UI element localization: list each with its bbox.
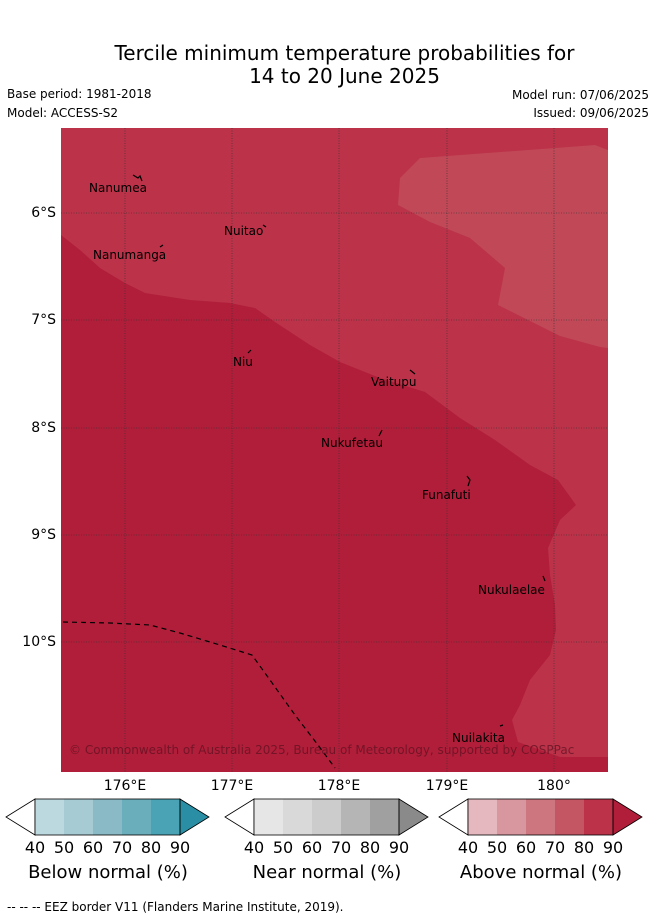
colorbar-swatch xyxy=(341,799,370,835)
colorbar-swatch xyxy=(122,799,151,835)
place-label: Nuitao xyxy=(224,224,263,238)
colorbar-tick: 80 xyxy=(573,838,595,857)
colorbar-swatch xyxy=(93,799,122,835)
model-run-text: Model run: 07/06/2025 xyxy=(511,88,649,102)
place-label: Nuilakita xyxy=(452,731,505,745)
island-nanumanga xyxy=(159,244,164,248)
lat-label-8s: 8°S xyxy=(31,420,56,436)
island-nanumea xyxy=(132,174,143,182)
lon-label-177e: 177°E xyxy=(210,778,254,794)
place-label: Niu xyxy=(233,355,253,369)
colorbar-swatch xyxy=(526,799,555,835)
base-period-text: Base period: 1981-2018 xyxy=(7,87,152,101)
island-outlines xyxy=(132,174,546,727)
below-normal-label: Below normal (%) xyxy=(28,862,188,883)
colorbar-swatch xyxy=(64,799,93,835)
island-funafuti xyxy=(466,475,471,487)
colorbar-frame xyxy=(467,798,614,836)
above-80-zone xyxy=(61,128,608,757)
issued-text: Issued: 09/06/2025 xyxy=(533,106,649,120)
lon-label-176e: 176°E xyxy=(103,778,147,794)
colorbar-swatch xyxy=(35,799,64,835)
island-nuilakita xyxy=(499,724,504,727)
colorbar-tick: 70 xyxy=(111,838,133,857)
place-label: Vaitupu xyxy=(371,375,417,389)
colorbar-tick: 90 xyxy=(169,838,191,857)
colorbar-tick: 90 xyxy=(388,838,410,857)
near-normal-colorbar xyxy=(224,798,429,836)
lat-label-6s: 6°S xyxy=(31,205,56,221)
colorbar-swatch xyxy=(497,799,526,835)
colorbar-swatch xyxy=(312,799,341,835)
colorbar-swatch xyxy=(283,799,312,835)
colorbar-tick: 70 xyxy=(330,838,352,857)
colorbar-left-arrow xyxy=(224,798,255,836)
map-gridlines xyxy=(61,128,608,772)
above-70-zone xyxy=(398,145,608,348)
island-nukulaelae xyxy=(542,575,546,582)
place-label: Nanumanga xyxy=(93,248,166,262)
place-label: Funafuti xyxy=(422,488,471,502)
colorbar-tick: 40 xyxy=(24,838,46,857)
colorbar-tick: 50 xyxy=(272,838,294,857)
copyright-text: © Commonwealth of Australia 2025, Bureau… xyxy=(69,743,574,757)
colorbar-left-arrow xyxy=(5,798,36,836)
colorbar-tick: 80 xyxy=(140,838,162,857)
near-normal-label: Near normal (%) xyxy=(252,862,402,883)
colorbar-right-arrow xyxy=(612,798,643,836)
lat-label-9s: 9°S xyxy=(31,527,56,543)
model-text: Model: ACCESS-S2 xyxy=(7,106,119,120)
colorbar-left-arrow xyxy=(438,798,469,836)
colorbar-frame xyxy=(34,798,181,836)
colorbar-tick: 50 xyxy=(53,838,75,857)
probability-map: Nanumea Nuitao Nanumanga Niu Vaitupu Nuk… xyxy=(61,128,608,772)
above-normal-label: Above normal (%) xyxy=(459,862,623,883)
colorbar-swatch xyxy=(468,799,497,835)
colorbar-tick: 60 xyxy=(301,838,323,857)
place-label: Nanumea xyxy=(89,181,147,195)
place-label: Nukulaelae xyxy=(478,583,545,597)
above-normal-colorbar xyxy=(438,798,643,836)
lon-label-179e: 179°E xyxy=(425,778,469,794)
colorbar-swatch xyxy=(584,799,613,835)
island-niu xyxy=(247,349,252,354)
title-line-2: 14 to 20 June 2025 xyxy=(249,64,440,88)
island-vaitupu xyxy=(409,369,416,375)
colorbar-right-arrow xyxy=(398,798,429,836)
lon-label-178e: 178°E xyxy=(317,778,361,794)
lat-label-7s: 7°S xyxy=(31,312,56,328)
lon-label-180: 180° xyxy=(537,778,571,794)
colorbar-right-arrow xyxy=(179,798,210,836)
lat-label-10s: 10°S xyxy=(22,634,56,650)
eez-border-line xyxy=(62,621,336,769)
colorbar-swatch xyxy=(254,799,283,835)
colorbar-tick: 50 xyxy=(486,838,508,857)
below-normal-colorbar xyxy=(5,798,210,836)
colorbar-frame xyxy=(253,798,400,836)
colorbar-tick: 60 xyxy=(82,838,104,857)
eez-footer-note: -- -- -- EEZ border V11 (Flanders Marine… xyxy=(7,900,344,914)
colorbar-swatch xyxy=(555,799,584,835)
colorbar-tick: 40 xyxy=(457,838,479,857)
colorbar-swatch xyxy=(370,799,399,835)
map-title: Tercile minimum temperature probabilitie… xyxy=(0,42,655,88)
colorbar-tick: 60 xyxy=(515,838,537,857)
title-line-1: Tercile minimum temperature probabilitie… xyxy=(114,41,575,65)
island-nukufetau xyxy=(378,429,383,437)
colorbar-tick: 90 xyxy=(602,838,624,857)
colorbar-tick: 70 xyxy=(544,838,566,857)
island-nuitao xyxy=(262,224,267,228)
colorbar-tick: 40 xyxy=(243,838,265,857)
colorbar-tick: 80 xyxy=(359,838,381,857)
place-label: Nukufetau xyxy=(321,436,383,450)
colorbar-swatch xyxy=(151,799,180,835)
